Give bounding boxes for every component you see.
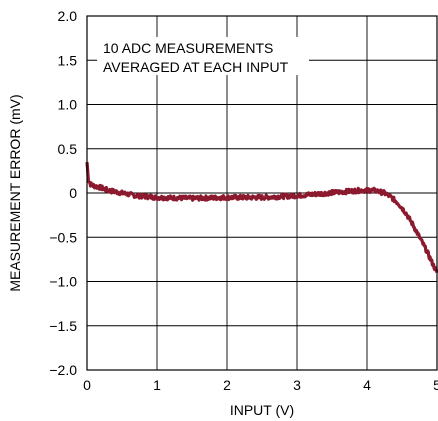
x-tick-labels: 0 1 2 3 4 5 [83,377,438,393]
x-tick-label: 3 [293,377,301,393]
y-tick-label: 0 [69,185,77,201]
plot-frame [86,15,438,371]
series-layer [85,161,438,273]
x-tick-label: 1 [153,377,161,393]
annotation-line-1: 10 ADC MEASUREMENTS [103,40,273,56]
annotation-background [97,37,309,75]
x-tick-label: 2 [223,377,231,393]
y-tick-label: 1.5 [58,52,78,68]
series-line [85,161,438,273]
y-tick-label: −0.5 [49,229,77,245]
x-tick-label: 4 [363,377,371,393]
y-tick-label: −2.0 [49,362,77,378]
x-tick-label: 5 [433,377,438,393]
y-tick-label: 2.0 [58,8,78,24]
y-tick-label: 1.0 [58,97,78,113]
y-tick-labels: 2.0 1.5 1.0 0.5 0 −0.5 −1.0 −1.5 −2.0 [49,8,77,378]
annotation-line-2: AVERAGED AT EACH INPUT [103,59,289,75]
x-axis-title: INPUT (V) [230,402,294,418]
y-tick-label: −1.5 [49,318,77,334]
y-tick-label: −1.0 [49,274,77,290]
annotation-box: 10 ADC MEASUREMENTS AVERAGED AT EACH INP… [97,37,309,75]
x-tick-label: 0 [83,377,91,393]
y-tick-label: 0.5 [58,141,78,157]
y-axis-title: MEASUREMENT ERROR (mV) [7,94,23,291]
